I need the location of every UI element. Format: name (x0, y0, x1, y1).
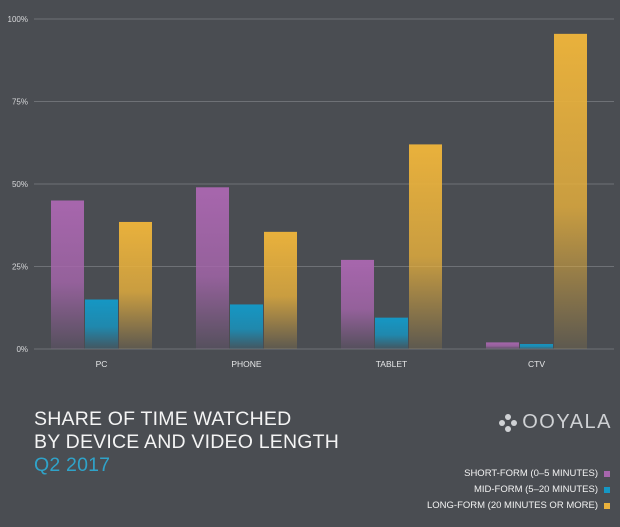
bars (51, 33, 587, 349)
x-axis-ticks: PC PHONE TABLET CTV (96, 359, 546, 369)
ooyala-logo-icon (499, 413, 518, 432)
x-tick-label: PHONE (231, 359, 262, 369)
bar-pc-series-1 (85, 299, 118, 349)
legend-label: MID-FORM (5–20 MINUTES) (473, 484, 598, 495)
bar-phone-series-2 (264, 231, 297, 349)
legend-item: LONG-FORM (20 MINUTES OR MORE) (427, 498, 610, 514)
bar-ctv-series-1 (520, 344, 553, 349)
bar-ctv-series-2 (554, 33, 587, 349)
y-tick-label: 0% (16, 345, 28, 354)
bar-pc-series-0 (51, 200, 84, 349)
x-tick-label: CTV (528, 359, 545, 369)
y-tick-label: 100% (8, 15, 28, 24)
bar-tablet-series-1 (375, 317, 408, 349)
legend: SHORT-FORM (0–5 MINUTES) MID-FORM (5–20 M… (427, 466, 610, 514)
bar-chart: 0% 25% 50% 75% 100% PC PHONE TABLET CTV (8, 15, 614, 369)
legend-item: MID-FORM (5–20 MINUTES) (427, 482, 610, 498)
bar-pc-series-2 (119, 221, 152, 349)
chart-subtitle: Q2 2017 (34, 454, 111, 476)
legend-swatch (604, 487, 610, 493)
bar-ctv-series-0 (486, 342, 519, 349)
chart-title-line-1: SHARE OF TIME WATCHED (34, 408, 292, 430)
x-tick-label: TABLET (376, 359, 408, 369)
legend-swatch (604, 471, 610, 477)
y-tick-label: 75% (12, 98, 28, 107)
y-axis-ticks: 0% 25% 50% 75% 100% (8, 15, 28, 354)
y-tick-label: 25% (12, 263, 28, 272)
bar-tablet-series-0 (341, 259, 374, 349)
legend-label: SHORT-FORM (0–5 MINUTES) (464, 468, 598, 479)
legend-label: LONG-FORM (20 MINUTES OR MORE) (426, 500, 598, 511)
logo-text: OOYALA (522, 411, 612, 433)
ooyala-logo: OOYALA (498, 411, 612, 434)
x-tick-label: PC (96, 359, 108, 369)
chart-title-line-2: BY DEVICE AND VIDEO LENGTH (34, 431, 340, 453)
bar-phone-series-0 (196, 187, 229, 349)
y-tick-label: 50% (12, 180, 28, 189)
chart-title-block: SHARE OF TIME WATCHED BY DEVICE AND VIDE… (34, 408, 339, 477)
bar-tablet-series-2 (409, 144, 442, 349)
bar-phone-series-1 (230, 304, 263, 349)
legend-item: SHORT-FORM (0–5 MINUTES) (427, 466, 610, 482)
legend-swatch (604, 503, 610, 509)
